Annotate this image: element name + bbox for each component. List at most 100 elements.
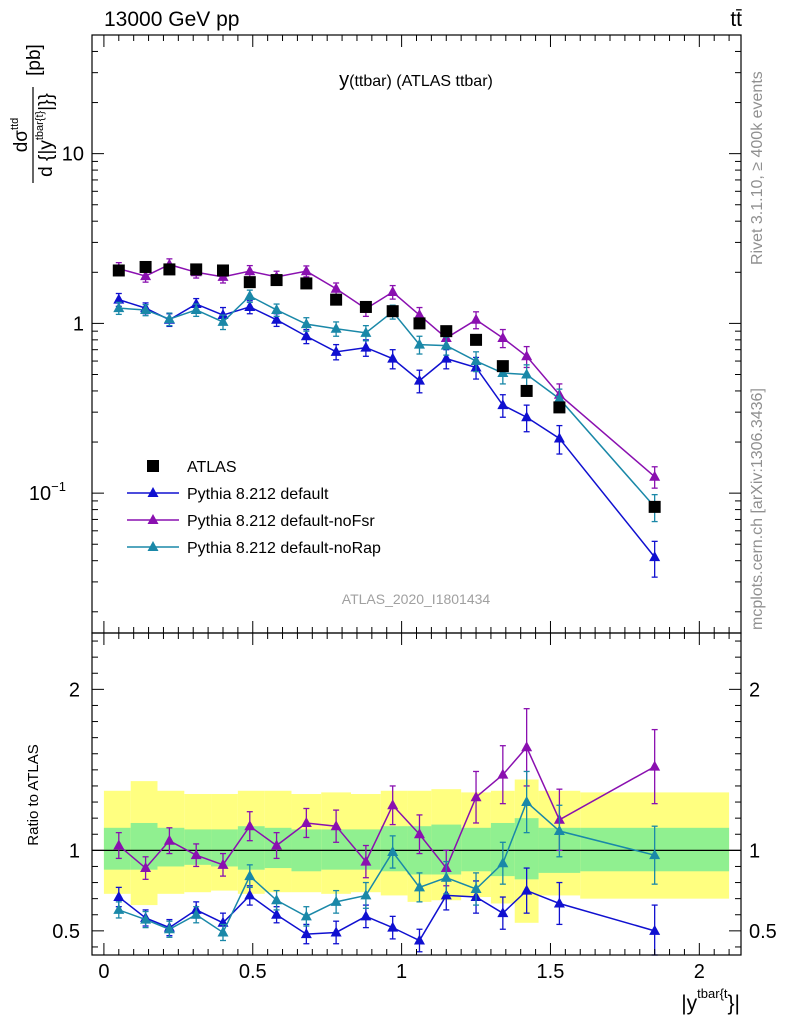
series-marker xyxy=(521,368,533,379)
legend-label: Pythia 8.212 default xyxy=(187,486,329,503)
ratio-marker xyxy=(360,889,372,900)
ratio-marker xyxy=(649,760,661,771)
ratio-marker xyxy=(387,845,399,856)
y-label-numerator: dσttd xyxy=(9,118,32,153)
series-marker xyxy=(330,345,342,356)
data-point xyxy=(330,293,343,306)
ratio-marker xyxy=(190,908,202,919)
stat-uncertainty-band xyxy=(461,827,491,872)
series-marker xyxy=(521,350,533,361)
series-marker xyxy=(360,326,372,337)
data-point xyxy=(300,277,313,290)
series-marker xyxy=(497,399,509,410)
legend-label: Pythia 8.212 default-noFsr xyxy=(187,513,375,530)
ratio-y-tick-label-right: 0.5 xyxy=(749,921,777,943)
mcplots-label: mcplots.cern.ch [arXiv:1306.3436] xyxy=(749,388,766,630)
y-label-denominator: d {|ytbar{t}|}} xyxy=(34,93,57,177)
data-point xyxy=(216,264,229,277)
series-marker xyxy=(300,318,312,329)
series-marker xyxy=(271,303,283,314)
ratio-marker xyxy=(360,910,372,921)
series-marker xyxy=(244,265,256,276)
data-point xyxy=(112,264,125,277)
ratio-marker xyxy=(413,828,425,839)
series-marker xyxy=(217,315,229,326)
data-point xyxy=(243,276,256,289)
ratio-marker xyxy=(521,796,533,807)
stat-uncertainty-band xyxy=(237,826,265,870)
legend-label: ATLAS xyxy=(187,459,237,476)
main-y-tick-label: 1 xyxy=(73,313,84,335)
ratio-marker xyxy=(649,849,661,860)
ratio-marker xyxy=(217,926,229,937)
ratio-marker xyxy=(497,857,509,868)
data-point xyxy=(163,263,176,276)
data-point xyxy=(520,384,533,397)
series-marker xyxy=(470,355,482,366)
series-marker xyxy=(553,392,565,403)
main-y-tick-label: 10 xyxy=(62,144,84,166)
series-marker xyxy=(387,352,399,363)
ratio-line-1 xyxy=(118,745,656,870)
series-marker xyxy=(190,303,202,314)
series-marker xyxy=(649,470,661,481)
data-point xyxy=(440,325,453,338)
ratio-marker xyxy=(300,910,312,921)
ratio-marker xyxy=(330,895,342,906)
ratio-marker xyxy=(521,884,533,895)
legend-marker xyxy=(147,541,159,551)
ratio-marker xyxy=(163,834,175,845)
series-marker xyxy=(649,551,661,562)
ratio-marker xyxy=(244,870,256,881)
x-axis-label: |ytbar{t}| xyxy=(681,986,740,1015)
x-tick-label: 0 xyxy=(98,961,109,983)
series-marker xyxy=(190,298,202,309)
ratio-marker xyxy=(244,889,256,900)
ratio-y-axis-label: Ratio to ATLAS xyxy=(25,744,42,845)
series-marker xyxy=(244,300,256,311)
x-tick-label: 1.5 xyxy=(537,961,565,983)
ratio-marker xyxy=(360,855,372,866)
ratio-marker xyxy=(271,839,283,850)
ratio-marker xyxy=(470,882,482,893)
series-marker xyxy=(413,374,425,385)
ratio-marker xyxy=(271,894,283,905)
series-marker xyxy=(140,303,152,314)
rivet-label: Rivet 3.1.10, ≥ 400k events xyxy=(749,71,766,265)
ratio-panel-marks xyxy=(113,708,661,956)
ratio-marker xyxy=(113,839,125,850)
axes: 10−1 1 10 0.5 0.5 1 1 2 2 0 0.5 1 1.5 2 xyxy=(29,34,777,983)
ratio-marker xyxy=(190,849,202,860)
ratio-marker xyxy=(440,871,452,882)
series-marker xyxy=(113,293,125,304)
ratio-y-tick-label: 2 xyxy=(69,679,80,701)
series-marker xyxy=(413,338,425,349)
series-marker xyxy=(330,322,342,333)
ratio-marker xyxy=(217,858,229,869)
ratio-marker xyxy=(300,816,312,827)
ratio-marker xyxy=(387,921,399,932)
series-marker xyxy=(413,309,425,320)
y-label-units: [pb] xyxy=(24,44,45,76)
x-tick-label: 2 xyxy=(694,961,705,983)
ratio-marker xyxy=(140,862,152,873)
series-marker xyxy=(300,330,312,341)
analysis-id-label: ATLAS_2020_I1801434 xyxy=(342,591,491,607)
ratio-y-tick-label-right: 1 xyxy=(749,840,760,862)
ratio-marker xyxy=(271,908,283,919)
ratio-y-tick-label: 0.5 xyxy=(52,921,80,943)
ratio-marker xyxy=(497,768,509,779)
stat-uncertainty-band xyxy=(514,818,539,880)
process-label: tt̄ xyxy=(730,8,742,31)
data-point xyxy=(648,500,661,513)
series-marker xyxy=(387,286,399,297)
series-marker xyxy=(553,432,565,443)
series-line-3 xyxy=(118,295,656,508)
series-marker xyxy=(140,270,152,281)
ratio-marker xyxy=(113,891,125,902)
data-point xyxy=(270,274,283,287)
ratio-marker xyxy=(387,799,399,810)
legend-label: Pythia 8.212 default-noRap xyxy=(187,540,381,557)
chart-title-main: y xyxy=(339,69,349,91)
